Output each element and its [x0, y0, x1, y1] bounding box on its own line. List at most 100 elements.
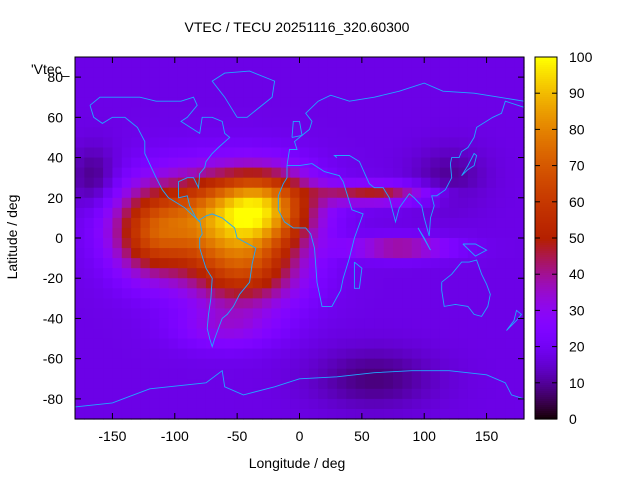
heatmap-cell: [84, 117, 95, 128]
heatmap-cell: [449, 288, 460, 299]
heatmap-cell: [280, 408, 291, 420]
heatmap-cell: [327, 248, 338, 259]
heatmap-cell: [121, 238, 132, 249]
heatmap-cell: [364, 338, 375, 350]
heatmap-cell: [430, 117, 441, 128]
heatmap-cell: [168, 328, 179, 340]
heatmap-cell: [234, 207, 244, 219]
heatmap-cell: [327, 207, 338, 219]
heatmap-cell: [421, 298, 432, 309]
heatmap-cell: [374, 177, 385, 189]
heatmap-cell: [234, 398, 244, 410]
heatmap-cell: [149, 217, 160, 229]
heatmap-cell: [467, 207, 478, 219]
heatmap-cell: [505, 217, 516, 229]
heatmap-cell: [121, 117, 132, 128]
colorbar-step: [535, 327, 557, 330]
heatmap-cell: [486, 268, 497, 279]
heatmap-cell: [477, 388, 488, 400]
heatmap-cell: [75, 338, 85, 350]
heatmap-cell: [318, 127, 329, 139]
heatmap-cell: [327, 408, 338, 420]
heatmap-cell: [121, 197, 132, 209]
heatmap-cell: [393, 67, 403, 78]
heatmap-cell: [75, 268, 85, 279]
heatmap-cell: [243, 248, 254, 259]
heatmap-cell: [140, 338, 151, 350]
heatmap-cell: [103, 217, 114, 229]
heatmap-cell: [439, 177, 450, 189]
heatmap-cell: [93, 137, 104, 149]
heatmap-cell: [327, 187, 338, 199]
heatmap-cell: [495, 238, 506, 249]
heatmap-cell: [411, 408, 422, 420]
heatmap-cell: [336, 77, 347, 88]
heatmap-cell: [271, 408, 282, 420]
heatmap-cell: [346, 348, 357, 360]
heatmap-cell: [299, 338, 310, 350]
heatmap-cell: [458, 278, 469, 289]
heatmap-cell: [430, 127, 441, 139]
heatmap-cell: [364, 258, 375, 269]
heatmap-cell: [439, 147, 450, 159]
colorbar-step: [535, 299, 557, 302]
heatmap-cell: [458, 358, 469, 370]
heatmap-cell: [280, 268, 291, 279]
heatmap-cell: [318, 268, 329, 279]
heatmap-cell: [234, 268, 244, 279]
heatmap-cell: [252, 97, 263, 108]
heatmap-cell: [477, 117, 488, 128]
heatmap-cell: [374, 137, 385, 149]
heatmap-cell: [505, 308, 516, 320]
heatmap-cell: [252, 238, 263, 249]
heatmap-cell: [505, 167, 516, 179]
heatmap-cell: [234, 107, 244, 118]
heatmap-cell: [103, 147, 114, 159]
heatmap-cell: [140, 248, 151, 259]
heatmap-cell: [393, 398, 403, 410]
heatmap-cell: [243, 258, 254, 269]
colorbar-step: [535, 217, 557, 220]
heatmap-cell: [355, 338, 366, 350]
heatmap-cell: [449, 147, 460, 159]
heatmap-cell: [262, 288, 273, 299]
heatmap-cell: [308, 177, 319, 189]
heatmap-cell: [299, 117, 310, 128]
heatmap-cell: [149, 408, 160, 420]
heatmap-cell: [187, 167, 198, 179]
colorbar-tick-label: 50: [569, 230, 585, 246]
colorbar-step: [535, 65, 557, 68]
heatmap-cell: [477, 358, 488, 370]
heatmap-cell: [112, 248, 123, 259]
heatmap-cell: [486, 408, 497, 420]
colorbar-step: [535, 289, 557, 292]
heatmap-cell: [477, 268, 488, 279]
heatmap-cell: [177, 328, 188, 340]
heatmap-cell: [374, 217, 385, 229]
heatmap-cell: [159, 57, 170, 68]
heatmap-cell: [449, 258, 460, 269]
heatmap-cell: [383, 177, 394, 189]
heatmap-cell: [187, 308, 198, 320]
heatmap-cell: [271, 207, 282, 219]
heatmap-cell: [421, 338, 432, 350]
heatmap-cell: [421, 248, 432, 259]
heatmap-cell: [215, 408, 226, 420]
heatmap-cell: [290, 87, 301, 98]
heatmap-cell: [505, 348, 516, 360]
heatmap-cell: [168, 187, 179, 199]
heatmap-cell: [505, 328, 516, 340]
heatmap-cell: [112, 147, 123, 159]
heatmap-cell: [131, 117, 142, 128]
heatmap-cell: [299, 248, 310, 259]
colorbar-step: [535, 221, 557, 224]
heatmap-cell: [224, 147, 235, 159]
heatmap-cell: [280, 117, 291, 128]
colorbar-step: [535, 303, 557, 306]
heatmap-cell: [215, 308, 226, 320]
x-tick-label: -150: [98, 428, 126, 444]
heatmap-cell: [252, 358, 263, 370]
heatmap-cell: [112, 388, 123, 400]
heatmap-cell: [393, 167, 403, 179]
heatmap-cell: [140, 408, 151, 420]
